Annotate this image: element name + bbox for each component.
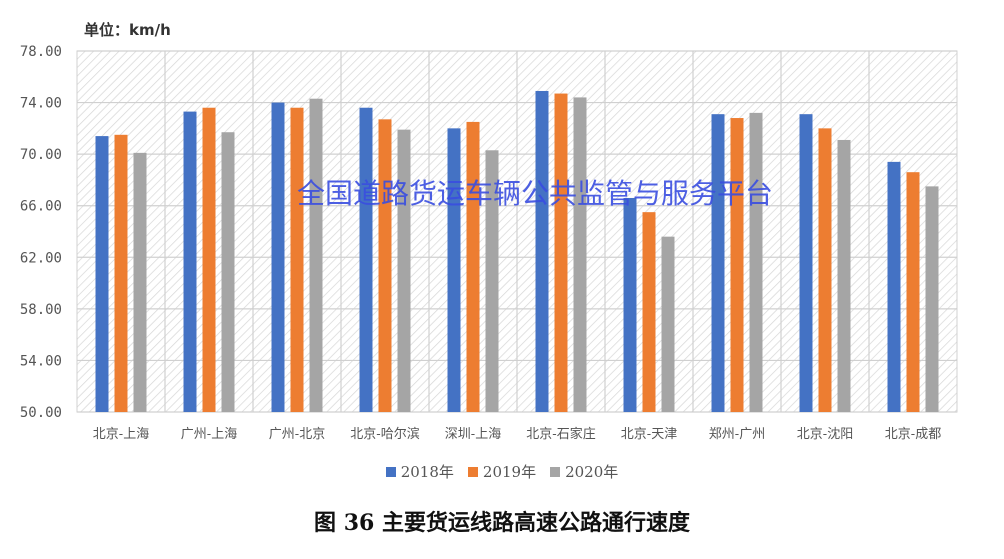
bar-2019年-北京-石家庄 bbox=[554, 93, 568, 413]
x-tick-label: 北京-上海 bbox=[93, 427, 149, 442]
legend-item-2019: 2019年 bbox=[467, 461, 537, 482]
bar-2019年-北京-上海 bbox=[114, 134, 128, 412]
chart-caption: 图 36 主要货运线路高速公路通行速度 bbox=[314, 510, 690, 536]
bar-2020年-北京-上海 bbox=[133, 152, 147, 412]
y-tick-label: 54.00 bbox=[20, 353, 62, 369]
bar-2020年-广州-北京 bbox=[309, 98, 323, 412]
watermark: 全国道路货运车辆公共监管与服务平台 bbox=[297, 177, 774, 210]
y-tick-label: 78.00 bbox=[20, 44, 62, 60]
bar-2020年-北京-成都 bbox=[925, 186, 939, 412]
legend: 2018年 2019年 2020年 bbox=[0, 461, 1004, 482]
legend-label: 2019年 bbox=[482, 463, 537, 481]
y-tick-label: 70.00 bbox=[20, 147, 62, 163]
x-tick-label: 广州-上海 bbox=[181, 427, 237, 442]
y-tick-label: 74.00 bbox=[20, 96, 62, 112]
bar-2018年-北京-沈阳 bbox=[799, 114, 813, 413]
bar-2018年-北京-哈尔滨 bbox=[359, 107, 373, 412]
legend-item-2018: 2018年 bbox=[385, 461, 454, 482]
legend-swatch bbox=[467, 466, 478, 477]
bar-2019年-北京-沈阳 bbox=[818, 128, 832, 412]
bar-2019年-北京-天津 bbox=[642, 212, 656, 412]
bar-2020年-郑州-广州 bbox=[749, 112, 763, 412]
x-tick-label: 北京-成都 bbox=[885, 427, 941, 442]
x-tick-label: 北京-沈阳 bbox=[797, 427, 853, 442]
bar-2019年-郑州-广州 bbox=[730, 118, 744, 413]
bar-2018年-广州-上海 bbox=[183, 111, 197, 412]
x-tick-label: 郑州-广州 bbox=[709, 427, 765, 442]
bar-2020年-北京-石家庄 bbox=[573, 97, 587, 413]
bar-2019年-深圳-上海 bbox=[466, 121, 480, 413]
unit-label: 单位：km/h bbox=[84, 21, 171, 39]
bar-2018年-深圳-上海 bbox=[447, 128, 461, 412]
legend-item-2020: 2020年 bbox=[550, 461, 618, 482]
x-tick-label: 深圳-上海 bbox=[445, 427, 501, 442]
legend-swatch bbox=[550, 466, 561, 477]
bar-2018年-广州-北京 bbox=[271, 102, 285, 413]
legend-label: 2020年 bbox=[565, 463, 619, 481]
bar-2018年-郑州-广州 bbox=[711, 114, 725, 413]
y-tick-label: 58.00 bbox=[20, 302, 62, 318]
x-tick-label: 北京-天津 bbox=[621, 427, 677, 442]
bar-2018年-北京-成都 bbox=[887, 161, 901, 412]
bar-2020年-北京-天津 bbox=[661, 236, 675, 412]
bar-2018年-北京-石家庄 bbox=[535, 90, 549, 412]
bar-2018年-北京-上海 bbox=[95, 136, 109, 413]
bar-2020年-北京-沈阳 bbox=[837, 139, 851, 413]
legend-swatch bbox=[385, 466, 396, 477]
x-tick-label: 广州-北京 bbox=[269, 427, 325, 442]
y-tick-label: 66.00 bbox=[20, 199, 62, 215]
bar-2020年-广州-上海 bbox=[221, 132, 235, 412]
y-tick-label: 62.00 bbox=[20, 250, 62, 266]
bar-chart: 50.00 54.00 58.00 62.00 66.00 70.00 74.00 78.00… bbox=[20, 44, 958, 442]
x-tick-label: 北京-哈尔滨 bbox=[350, 426, 419, 442]
bar-2019年-北京-成都 bbox=[906, 172, 920, 412]
bar-2020年-北京-哈尔滨 bbox=[397, 129, 411, 412]
bar-2020年-深圳-上海 bbox=[485, 150, 499, 412]
bar-2019年-广州-上海 bbox=[202, 107, 216, 412]
bar-2018年-北京-天津 bbox=[623, 197, 637, 412]
legend-label: 2018年 bbox=[400, 463, 454, 481]
bar-2019年-广州-北京 bbox=[290, 107, 304, 412]
bar-2019年-北京-哈尔滨 bbox=[378, 119, 392, 412]
x-tick-label: 北京-石家庄 bbox=[526, 426, 595, 442]
y-tick-label: 50.00 bbox=[20, 405, 62, 421]
